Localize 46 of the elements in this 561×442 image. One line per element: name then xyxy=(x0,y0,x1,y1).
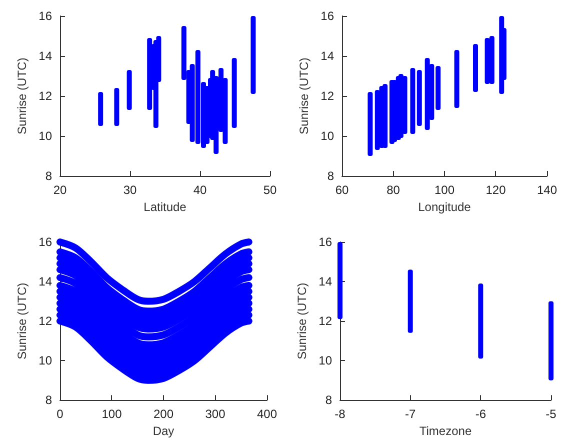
x-tick-label: 300 xyxy=(205,407,226,422)
x-tick-label: 200 xyxy=(153,407,174,422)
y-tick-label: 8 xyxy=(325,393,332,408)
x-tick-label: 40 xyxy=(193,183,207,197)
y-tick-label: 12 xyxy=(38,314,52,328)
x-tick-label: 100 xyxy=(102,407,122,422)
y-tick-label: 14 xyxy=(38,49,52,63)
y-axis-title: Sunrise (UTC) xyxy=(296,58,311,134)
x-tick-label: -5 xyxy=(546,407,557,422)
x-tick-label: 400 xyxy=(256,407,278,422)
x-axis-title: Day xyxy=(152,424,174,438)
y-tick-label: 16 xyxy=(318,235,332,249)
y-tick-label: 8 xyxy=(45,169,52,183)
x-axis-title: Latitude xyxy=(144,200,187,214)
x-tick-label: -8 xyxy=(334,407,346,422)
x-tick-label: 120 xyxy=(486,183,506,197)
y-tick-label: 12 xyxy=(38,89,52,103)
y-tick-label: 12 xyxy=(320,89,334,103)
y-tick-label: 8 xyxy=(45,393,52,408)
y-axis-title: Sunrise (UTC) xyxy=(14,58,29,134)
x-tick-label: 30 xyxy=(123,183,137,197)
y-tick-label: 14 xyxy=(38,274,52,289)
y-tick-label: 10 xyxy=(38,129,52,143)
y-tick-label: 16 xyxy=(38,9,52,23)
x-tick-label: 20 xyxy=(53,183,67,197)
x-tick-label: -6 xyxy=(475,407,486,422)
x-tick-label: 100 xyxy=(434,183,455,197)
y-axis-title: Sunrise (UTC) xyxy=(14,282,29,360)
x-tick-label: 140 xyxy=(536,183,558,197)
y-tick-label: 10 xyxy=(320,129,334,143)
y-tick-label: 10 xyxy=(318,354,332,368)
x-tick-label: 80 xyxy=(386,183,400,197)
x-tick-label: 50 xyxy=(263,183,277,197)
y-tick-label: 10 xyxy=(38,354,52,368)
x-tick-label: -7 xyxy=(404,407,416,422)
y-tick-label: 14 xyxy=(320,49,334,63)
y-tick-label: 12 xyxy=(318,314,332,328)
x-axis-title: Timezone xyxy=(419,424,472,438)
y-tick-label: 14 xyxy=(318,274,332,289)
x-tick-label: 0 xyxy=(56,407,64,422)
y-tick-label: 16 xyxy=(38,235,52,249)
x-axis-title: Longitude xyxy=(418,200,472,214)
y-tick-label: 8 xyxy=(327,169,334,183)
x-tick-label: 60 xyxy=(335,183,349,197)
y-axis-title: Sunrise (UTC) xyxy=(294,282,309,360)
y-tick-label: 16 xyxy=(320,9,334,23)
